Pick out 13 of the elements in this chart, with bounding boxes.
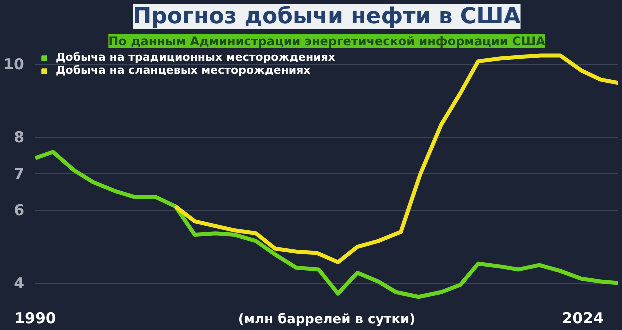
y-tick-label: 8: [14, 128, 24, 147]
x-tick-label: 1990: [14, 310, 56, 328]
y-tick-label: 7: [14, 165, 24, 184]
x-axis-title: (млн баррелей в сутки): [238, 312, 416, 328]
chart-title: Прогноз добычи нефти в США: [133, 4, 521, 30]
legend-label: Добыча на традиционных месторождениях: [56, 51, 336, 64]
chart-subtitle: По данным Администрации энергетической информации США: [108, 34, 546, 48]
y-tick-label: 10: [4, 56, 24, 74]
legend-label: Добыча на сланцевых месторождениях: [56, 64, 311, 77]
y-tick-label: 4: [14, 274, 24, 293]
x-tick-label: 2024: [562, 310, 604, 328]
line-series: [36, 150, 618, 300]
y-tick-label: 6: [14, 202, 24, 220]
